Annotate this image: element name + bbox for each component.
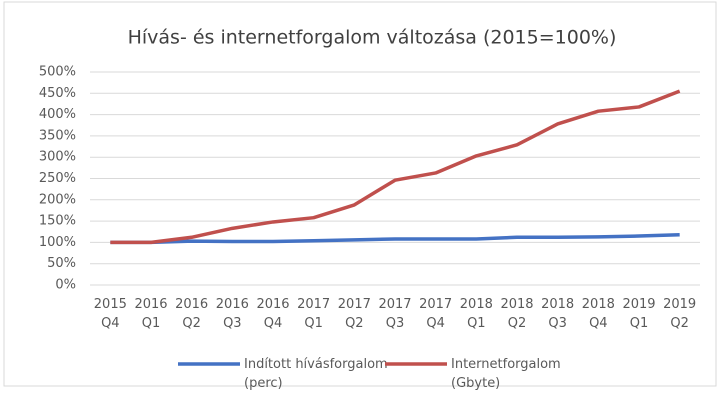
x-tick-label: 2017 Q4 [419, 297, 452, 331]
y-tick-label: 50% [47, 256, 76, 271]
x-tick-label: 2016 Q2 [175, 297, 208, 331]
y-tick-label: 400% [39, 107, 76, 122]
y-tick-label: 250% [39, 171, 76, 186]
y-tick-label: 100% [39, 235, 76, 250]
y-tick-label: 150% [39, 214, 76, 229]
y-tick-label: 450% [39, 86, 76, 101]
legend-label: Indított hívásforgalom (perc) [244, 357, 388, 391]
x-tick-label: 2017 Q3 [378, 297, 411, 331]
x-tick-label: 2018 Q1 [460, 297, 493, 331]
x-tick-label: 2019 Q1 [622, 297, 655, 331]
y-tick-label: 500% [39, 65, 76, 80]
y-tick-label: 0% [55, 278, 76, 293]
legend-label: Internetforgalom (Gbyte) [451, 357, 561, 391]
x-tick-label: 2019 Q2 [663, 297, 696, 331]
x-tick-label: 2017 Q1 [297, 297, 330, 331]
x-tick-label: 2018 Q4 [582, 297, 615, 331]
x-tick-label: 2018 Q3 [541, 297, 574, 331]
x-tick-label: 2018 Q2 [500, 297, 533, 331]
x-tick-label: 2016 Q4 [256, 297, 289, 331]
series-line [110, 89, 681, 245]
x-tick-label: 2016 Q3 [216, 297, 249, 331]
x-tick-label: 2017 Q2 [338, 297, 371, 331]
chart-title: Hívás- és internetforgalom változása (20… [128, 27, 617, 49]
chart-border [3, 1, 717, 387]
x-tick-label: 2015 Q4 [94, 297, 127, 331]
y-tick-label: 300% [39, 150, 76, 165]
series-line [110, 232, 680, 245]
x-tick-label: 2016 Q1 [134, 297, 167, 331]
y-tick-label: 350% [39, 128, 76, 143]
y-tick-label: 200% [39, 192, 76, 207]
